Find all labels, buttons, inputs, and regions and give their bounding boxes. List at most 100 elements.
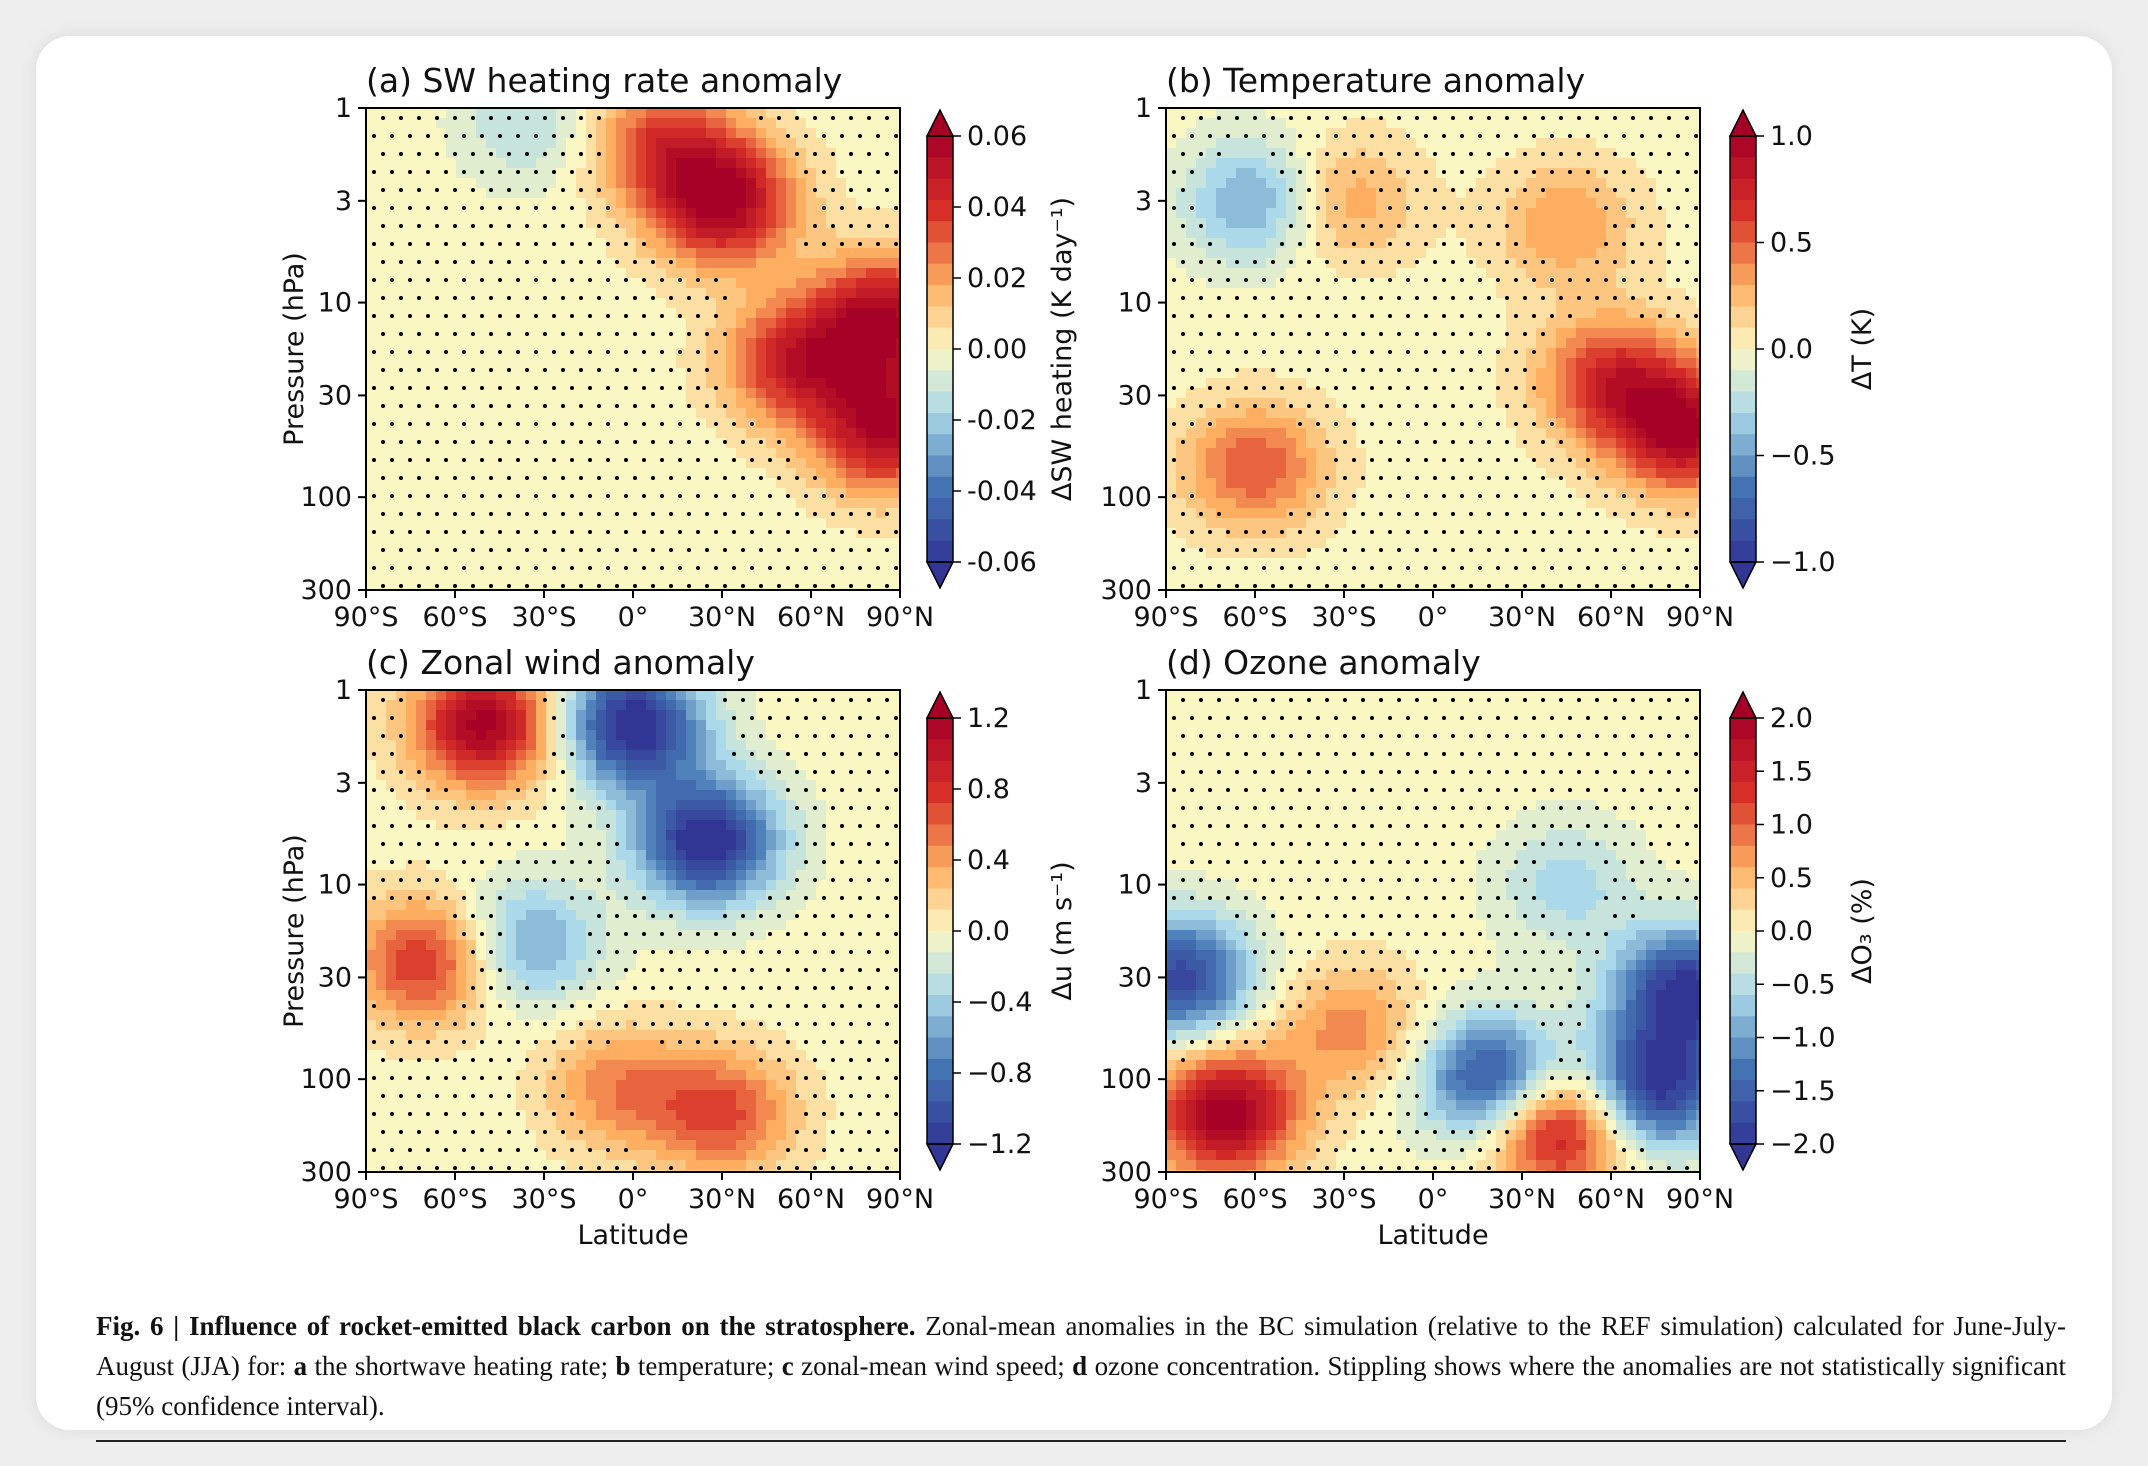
colorbar-tick-label: 1.0 bbox=[1770, 121, 1813, 152]
heatmap-field bbox=[1166, 108, 1700, 590]
x-tick-label: 0° bbox=[1418, 602, 1449, 633]
colorbar-tick-label: −1.5 bbox=[1770, 1076, 1836, 1107]
x-tick-label: 0° bbox=[618, 1184, 649, 1215]
caption-letter-d: d bbox=[1072, 1351, 1088, 1381]
caption-text-1: Zonal-mean anomalies in the BC simulatio… bbox=[96, 1311, 2066, 1381]
y-tick-label: 1 bbox=[1135, 675, 1152, 706]
panel-c: (c) Zonal wind anomaly 90°S 60°S 30°S 0° 30°N… bbox=[279, 643, 1078, 1251]
colorbar-tick-label: 0.0 bbox=[1770, 916, 1813, 947]
y-tick-label: 3 bbox=[1135, 768, 1152, 799]
y-tick-label: 3 bbox=[335, 186, 352, 217]
colorbar-tick-label: −0.8 bbox=[967, 1058, 1033, 1089]
caption-letter-a: a bbox=[293, 1351, 308, 1381]
y-tick-label: 10 bbox=[318, 870, 352, 901]
colorbar-tick-label: 0.4 bbox=[967, 845, 1010, 876]
y-tick-label: 1 bbox=[335, 675, 352, 706]
caption-text-b: temperature; bbox=[630, 1351, 782, 1381]
x-tick-label: 60°S bbox=[423, 1184, 488, 1215]
panel-title: (c) Zonal wind anomaly bbox=[366, 643, 755, 682]
colorbar-label: ΔO₃ (%) bbox=[1847, 878, 1878, 984]
panel-a: (a) SW heating rate anomaly 90°S 60°S 30°S 0… bbox=[279, 61, 1078, 633]
x-tick-label: 60°S bbox=[423, 602, 488, 633]
x-axis-label: Latitude bbox=[577, 1220, 688, 1251]
x-tick-label: 60°N bbox=[777, 602, 845, 633]
x-tick-label: 0° bbox=[1418, 1184, 1449, 1215]
y-tick-label: 100 bbox=[1100, 482, 1152, 513]
y-tick-label: 1 bbox=[335, 93, 352, 124]
x-tick-label: 90°S bbox=[1134, 1184, 1199, 1215]
colorbar: 1.0 0.5 0.0 −0.5 −1.0 ΔT (K) bbox=[1728, 108, 1878, 590]
colorbar-tick-label: −0.4 bbox=[967, 987, 1033, 1018]
y-tick-label: 300 bbox=[300, 575, 352, 606]
x-tick-label: 0° bbox=[618, 602, 649, 633]
colorbar-tick-label: 1.2 bbox=[967, 703, 1010, 734]
colorbar-tick-label: 0.06 bbox=[967, 121, 1027, 152]
colorbar: 1.2 0.8 0.4 0.0 −0.4 −0.8 −1.2 Δu (m s⁻¹) bbox=[925, 690, 1078, 1172]
colorbar-tick-label: −1.2 bbox=[967, 1129, 1033, 1160]
figure-card: (a) SW heating rate anomaly 90°S 60°S 30°S 0… bbox=[36, 36, 2112, 1442]
y-tick-label: 3 bbox=[335, 768, 352, 799]
y-tick-label: 3 bbox=[1135, 186, 1152, 217]
colorbar: 2.0 1.5 1.0 0.5 0.0 −0.5 −1.0 −1.5 −2.0 ΔO₃ (%) bbox=[1728, 690, 1878, 1172]
panel-title: (a) SW heating rate anomaly bbox=[366, 61, 842, 100]
colorbar-label: Δu (m s⁻¹) bbox=[1047, 861, 1078, 1000]
figure-panels: (a) SW heating rate anomaly 90°S 60°S 30°S 0… bbox=[279, 61, 1878, 1251]
x-tick-label: 90°N bbox=[866, 1184, 934, 1215]
y-tick-label: 10 bbox=[318, 288, 352, 319]
y-tick-label: 30 bbox=[1118, 962, 1152, 993]
x-tick-label: 30°S bbox=[1312, 602, 1377, 633]
colorbar-tick-label: 0.0 bbox=[1770, 334, 1813, 365]
colorbar-tick-label: 0.8 bbox=[967, 774, 1010, 805]
panel-d: (d) Ozone anomaly 90°S 60°S 30°S 0° 30°N 60°N 9… bbox=[1100, 643, 1878, 1251]
y-tick-label: 100 bbox=[1100, 1064, 1152, 1095]
x-tick-label: 60°N bbox=[1577, 602, 1645, 633]
colorbar-tick-label: −0.5 bbox=[1770, 969, 1836, 1000]
x-tick-label: 90°N bbox=[866, 602, 934, 633]
colorbar-tick-label: 0.0 bbox=[967, 916, 1010, 947]
y-axis-label: Pressure (hPa) bbox=[279, 834, 310, 1028]
x-tick-label: 60°S bbox=[1223, 602, 1288, 633]
caption-letter-c: c bbox=[781, 1351, 794, 1381]
panel-b: (b) Temperature anomaly 90°S 60°S 30°S 0° 30°… bbox=[1100, 61, 1878, 633]
y-tick-label: 10 bbox=[1118, 870, 1152, 901]
x-tick-label: 30°N bbox=[1488, 1184, 1556, 1215]
colorbar-tick-label: -0.02 bbox=[967, 405, 1037, 436]
x-tick-label: 30°N bbox=[1488, 602, 1556, 633]
x-tick-label: 60°N bbox=[1577, 1184, 1645, 1215]
y-tick-label: 100 bbox=[300, 482, 352, 513]
colorbar-tick-label: 0.5 bbox=[1770, 863, 1813, 894]
stippling bbox=[1172, 698, 1698, 1170]
y-tick-label: 100 bbox=[300, 1064, 352, 1095]
x-tick-label: 60°N bbox=[777, 1184, 845, 1215]
y-tick-label: 30 bbox=[318, 962, 352, 993]
colorbar-tick-label: −2.0 bbox=[1770, 1129, 1836, 1160]
colorbar: 0.06 0.04 0.02 0.00 -0.02 -0.04 -0.06 ΔSW heati… bbox=[925, 108, 1078, 590]
x-tick-label: 30°S bbox=[512, 602, 577, 633]
y-tick-label: 1 bbox=[1135, 93, 1152, 124]
y-tick-label: 30 bbox=[1118, 380, 1152, 411]
y-tick-label: 30 bbox=[318, 380, 352, 411]
x-tick-label: 90°S bbox=[1134, 602, 1199, 633]
x-tick-label: 90°N bbox=[1666, 602, 1734, 633]
colorbar-tick-label: 2.0 bbox=[1770, 703, 1813, 734]
y-tick-label: 300 bbox=[1100, 575, 1152, 606]
colorbar-label: ΔSW heating (K day⁻¹) bbox=[1047, 197, 1078, 501]
x-tick-label: 60°S bbox=[1223, 1184, 1288, 1215]
x-axis-label: Latitude bbox=[1377, 1220, 1488, 1251]
colorbar-tick-label: -0.04 bbox=[967, 476, 1037, 507]
heatmap-field bbox=[366, 108, 900, 590]
heatmap-field bbox=[1166, 690, 1700, 1172]
y-tick-label: 300 bbox=[300, 1157, 352, 1188]
stippling bbox=[372, 116, 898, 588]
stippling bbox=[1172, 116, 1698, 588]
caption-fig-label: Fig. 6 | Influence of rocket-emitted bla… bbox=[96, 1311, 916, 1341]
colorbar-tick-label: -0.06 bbox=[967, 547, 1037, 578]
y-axis-label: Pressure (hPa) bbox=[279, 252, 310, 446]
colorbar-label: ΔT (K) bbox=[1847, 308, 1878, 390]
figure-caption: Fig. 6 | Influence of rocket-emitted bla… bbox=[96, 1306, 2066, 1426]
colorbar-tick-label: 0.04 bbox=[967, 192, 1027, 223]
x-tick-label: 90°S bbox=[334, 602, 399, 633]
colorbar-tick-label: −0.5 bbox=[1770, 441, 1836, 472]
y-tick-label: 10 bbox=[1118, 288, 1152, 319]
caption-letter-b: b bbox=[615, 1351, 631, 1381]
